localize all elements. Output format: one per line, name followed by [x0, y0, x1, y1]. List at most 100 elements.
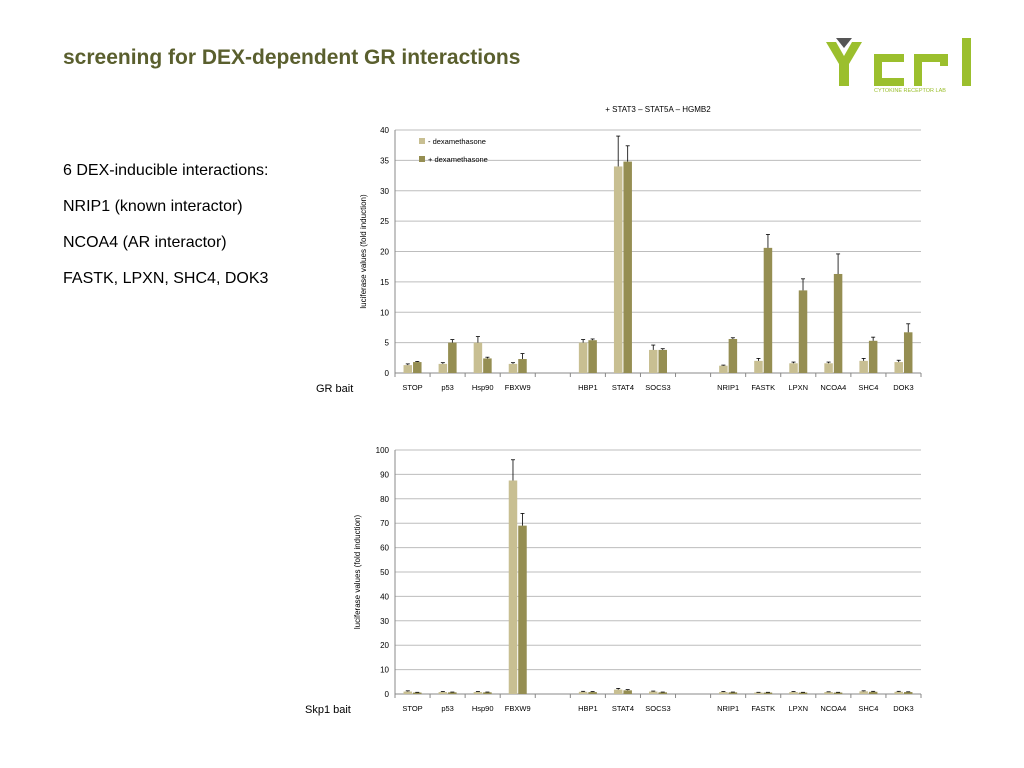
bullet-item: NRIP1 (known interactor): [63, 198, 243, 215]
bar: [798, 290, 808, 373]
x-tick-label: NRIP1: [717, 704, 739, 713]
bar: [403, 365, 413, 373]
bar: [508, 363, 518, 373]
y-tick-label: 25: [380, 217, 389, 226]
x-tick-label: FASTK: [751, 704, 775, 713]
bar: [719, 692, 728, 694]
gr-bait-chart-svg: + STAT3 – STAT5A – HGMB2 0 5 10 15 20 25 30 35 40…: [359, 105, 922, 392]
x-tick-label: Hsp90: [472, 383, 494, 392]
x-tick-label: NCOA4: [820, 383, 846, 392]
y-tick-label: 10: [380, 666, 389, 675]
x-tick-label: LPXN: [788, 383, 808, 392]
bar: [833, 273, 843, 373]
bar: [868, 691, 878, 694]
bullet-item: 6 DEX-inducible interactions:: [63, 162, 269, 179]
bar: [578, 342, 588, 373]
y-tick-label: 30: [380, 617, 389, 626]
x-tick-label: FASTK: [751, 383, 775, 392]
bar: [824, 692, 833, 694]
x-tick-label: DOK3: [893, 704, 913, 713]
bar: [578, 691, 588, 694]
bar: [438, 363, 448, 373]
x-tick-label: SOCS3: [645, 383, 670, 392]
bar: [483, 692, 492, 694]
legend-label: + dexamethasone: [428, 155, 488, 164]
bar: [448, 692, 457, 694]
x-tick-label: NCOA4: [820, 704, 846, 713]
x-tick-label: HBP1: [578, 383, 598, 392]
bar: [789, 363, 798, 373]
x-tick-label: SHC4: [858, 704, 878, 713]
y-tick-label: 0: [385, 690, 390, 699]
x-tick-label: SHC4: [858, 383, 878, 392]
x-tick-label: Hsp90: [472, 704, 494, 713]
y-tick-label: 15: [380, 278, 389, 287]
bar: [413, 362, 422, 373]
bar: [903, 332, 913, 373]
slide-title: screening for DEX-dependent GR interacti…: [63, 46, 521, 69]
legend-label: - dexamethasone: [428, 137, 486, 146]
y-tick-label: 60: [380, 544, 389, 553]
x-tick-label: DOK3: [893, 383, 913, 392]
x-tick-label: STOP: [402, 704, 422, 713]
x-tick-label: STOP: [402, 383, 422, 392]
y-tick-label: 50: [380, 568, 389, 577]
bar: [473, 342, 483, 373]
bar: [518, 359, 527, 373]
bar: [613, 689, 623, 694]
bar: [658, 349, 667, 373]
bar: [798, 692, 808, 694]
bar: [448, 342, 457, 373]
x-tick-label: FBXW9: [505, 704, 531, 713]
y-tick-label: 80: [380, 495, 389, 504]
y-axis-label: luciferase values (fold induction): [353, 515, 362, 630]
bar: [613, 166, 623, 373]
gr-bait-chart: + STAT3 – STAT5A – HGMB2 0 5 10 15 20 25 30 35 40…: [350, 100, 930, 400]
y-tick-label: 90: [380, 470, 389, 479]
bar: [623, 690, 632, 694]
y-tick-label: 40: [380, 592, 389, 601]
skp1-bait-chart-svg: 0 10 20 30 40 50 60 70 80 90 100 luciferase values …: [353, 446, 922, 713]
bar: [894, 362, 903, 373]
bar: [728, 692, 738, 694]
x-tick-label: HBP1: [578, 704, 598, 713]
cri-logo: CYTOKINE RECEPTOR LAB: [822, 34, 982, 94]
x-tick-label: NRIP1: [717, 383, 739, 392]
bar: [649, 691, 658, 694]
skp1-bait-chart: 0 10 20 30 40 50 60 70 80 90 100 luciferase values …: [350, 440, 930, 720]
bullet-item: FASTK, LPXN, SHC4, DOK3: [63, 270, 269, 287]
x-tick-label: STAT4: [612, 704, 634, 713]
bar: [868, 340, 878, 373]
bar: [649, 349, 658, 373]
bar: [483, 358, 492, 373]
bar: [894, 691, 903, 694]
bar: [728, 338, 738, 373]
bar: [413, 692, 422, 694]
bar: [403, 691, 413, 694]
legend-swatch: [419, 138, 425, 144]
bar: [719, 365, 728, 373]
cri-logo-graphic: CYTOKINE RECEPTOR LAB: [826, 38, 971, 94]
x-tick-label: p53: [441, 383, 454, 392]
bar: [518, 525, 527, 694]
y-axis-label: luciferase values (fold induction): [359, 194, 368, 309]
bar: [754, 360, 763, 373]
y-tick-label: 0: [385, 369, 390, 378]
chart-title: + STAT3 – STAT5A – HGMB2: [605, 105, 711, 114]
x-tick-label: FBXW9: [505, 383, 531, 392]
bar: [763, 692, 773, 694]
bar: [438, 692, 448, 694]
bar: [833, 692, 843, 694]
logo-caption: CYTOKINE RECEPTOR LAB: [874, 88, 946, 94]
bar: [473, 692, 483, 694]
bullet-list: 6 DEX-inducible interactions: NRIP1 (kno…: [63, 160, 268, 304]
y-tick-label: 100: [376, 446, 390, 455]
bar: [763, 247, 773, 373]
bar: [588, 692, 597, 694]
y-tick-label: 30: [380, 187, 389, 196]
bullet-item: NCOA4 (AR interactor): [63, 234, 227, 251]
bar: [859, 691, 868, 694]
legend-swatch: [419, 156, 425, 162]
bar: [754, 692, 763, 694]
bar: [824, 363, 833, 373]
